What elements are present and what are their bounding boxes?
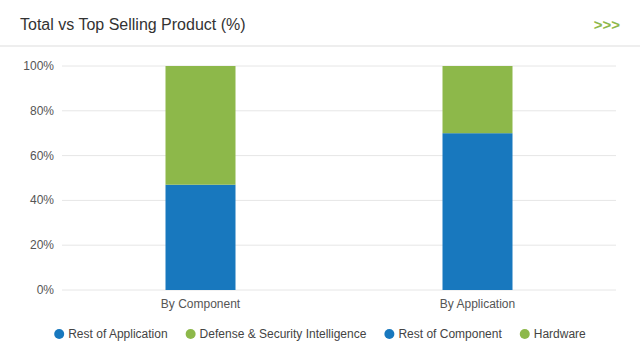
y-tick-label: 60% <box>30 149 54 163</box>
grid-line <box>62 155 616 156</box>
y-tick-label: 20% <box>30 238 54 252</box>
legend-label: Rest of Application <box>68 327 167 341</box>
grid-line <box>62 66 616 67</box>
annotation: >>> <box>594 16 621 33</box>
bars <box>166 66 513 290</box>
y-tick-label: 40% <box>30 193 54 207</box>
legend-marker <box>384 329 394 339</box>
legend-item: Rest of Application <box>54 327 167 341</box>
legend-marker <box>54 329 64 339</box>
grid-line <box>62 200 616 201</box>
y-tick-label: 0% <box>37 283 55 297</box>
grid-line <box>62 290 616 291</box>
legend-marker <box>186 329 196 339</box>
legend-item: Defense & Security Intelligence <box>186 327 367 341</box>
legend: Rest of Application Defense & Security In… <box>54 327 586 341</box>
legend-marker <box>520 329 530 339</box>
x-tick-label: By Application <box>440 297 515 311</box>
chart: Total vs Top Selling Product (%) >>> 0% 20%… <box>0 0 640 360</box>
legend-label: Hardware <box>534 327 586 341</box>
y-tick-label: 100% <box>23 59 54 73</box>
divider <box>0 46 640 47</box>
legend-item: Hardware <box>520 327 586 341</box>
bar <box>166 185 236 290</box>
x-tick-label: By Component <box>161 297 241 311</box>
y-tick-label: 80% <box>30 104 54 118</box>
legend-label: Rest of Component <box>398 327 502 341</box>
grid <box>62 66 616 290</box>
legend-label: Defense & Security Intelligence <box>200 327 367 341</box>
background <box>0 0 640 360</box>
grid-line <box>62 245 616 246</box>
grid-line <box>62 110 616 111</box>
bar <box>443 66 513 133</box>
title: Total vs Top Selling Product (%) <box>20 16 246 33</box>
bar <box>443 133 513 290</box>
bar <box>166 66 236 185</box>
legend-item: Rest of Component <box>384 327 502 341</box>
